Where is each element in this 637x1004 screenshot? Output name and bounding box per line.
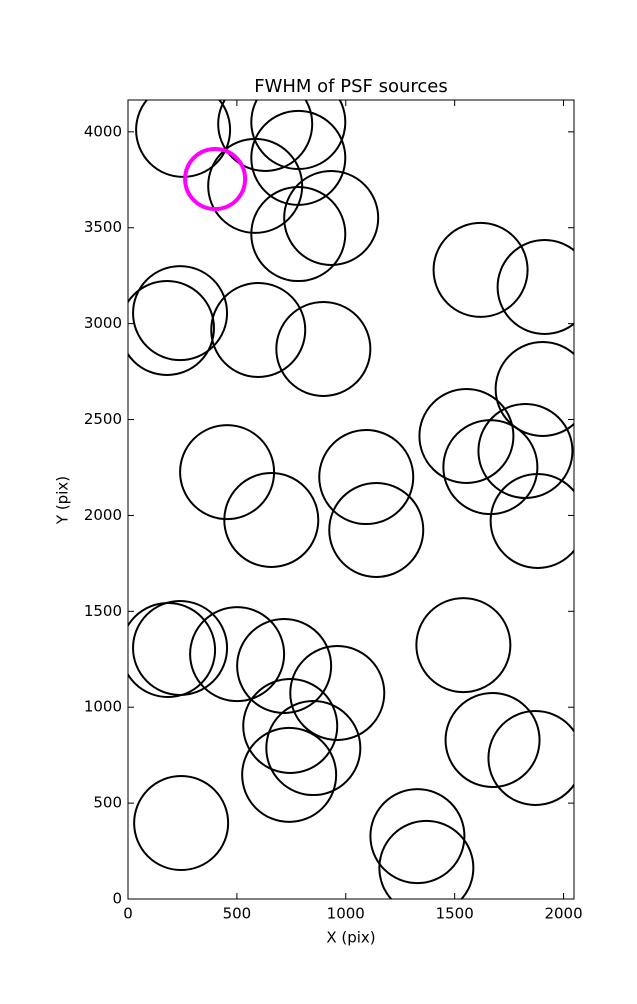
source-circle [418,388,515,485]
x-tick-label: 500 [223,905,252,923]
source-circle [189,606,286,703]
x-tick-label: 2000 [544,905,582,923]
y-tick-label: 4000 [84,122,122,140]
source-circle [318,429,415,526]
x-tick-label: 1000 [327,905,365,923]
y-tick-label: 2000 [84,506,122,524]
y-tick-label: 1000 [84,698,122,716]
source-circle [132,265,229,362]
plot-frame [127,99,575,900]
source-circle [217,100,314,172]
source-circle [289,645,386,742]
source-circle [283,169,380,266]
source-circle [415,597,512,694]
source-circle [132,599,229,696]
plot-marks [128,100,574,899]
source-circle [210,281,307,378]
source-circle [494,341,574,438]
source-circle [328,481,425,578]
chart-title: FWHM of PSF sources [254,76,448,97]
source-circle [489,472,574,569]
source-circle [250,186,347,283]
source-circle [135,100,232,178]
y-tick-label: 1500 [84,602,122,620]
y-tick-label: 3500 [84,218,122,236]
source-circle [128,280,215,377]
y-tick-label: 0 [112,890,122,908]
source-circle [487,710,574,807]
source-circle [236,617,333,714]
y-tick-label: 500 [93,794,122,812]
source-circle [242,678,339,775]
x-tick-label: 0 [123,905,133,923]
source-circle [183,147,248,212]
x-tick-label: 1500 [436,905,474,923]
source-circle [496,239,574,335]
source-circle [241,726,338,823]
y-tick-label: 2500 [84,410,122,428]
source-circle [133,775,230,872]
source-circle [369,788,466,885]
source-circle [442,419,539,516]
source-circle [275,300,372,397]
source-circle [432,221,529,318]
y-axis-label: Y (pix) [54,476,72,525]
y-tick-label: 3000 [84,314,122,332]
x-axis-label: X (pix) [326,929,375,947]
source-circle [378,819,475,899]
source-circle [477,402,574,499]
source-circle [265,700,362,797]
source-circle [223,472,320,569]
source-circle [207,137,304,234]
source-circle [444,692,541,789]
source-circle [179,424,276,521]
